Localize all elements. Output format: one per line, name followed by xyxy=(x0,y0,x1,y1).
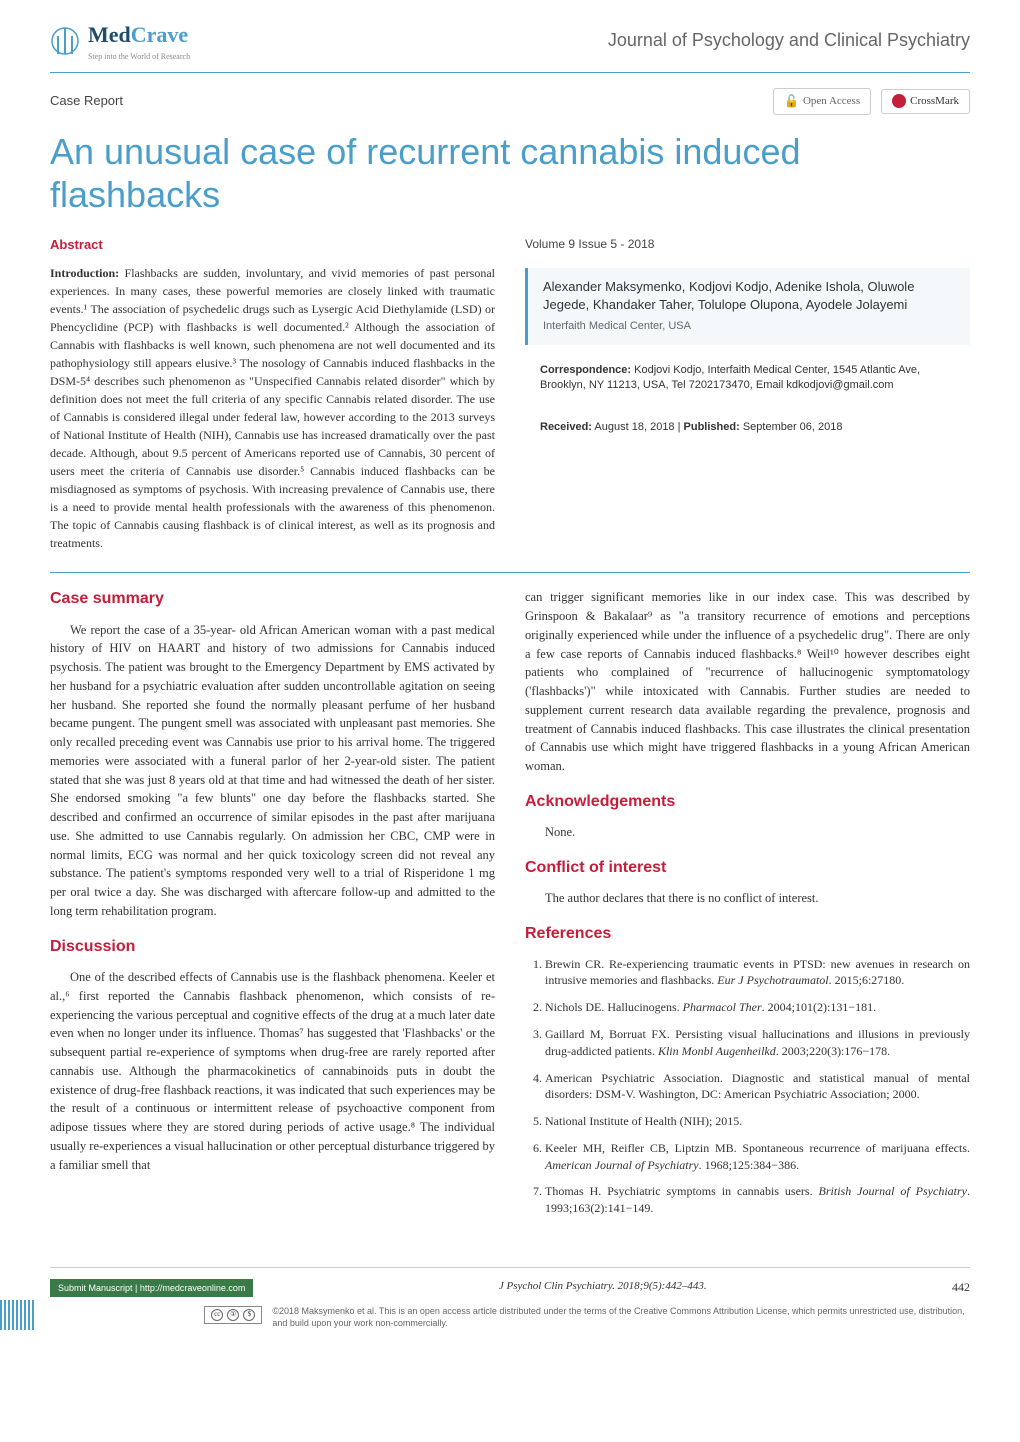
side-stripe-decoration xyxy=(0,1300,35,1330)
article-title: An unusual case of recurrent cannabis in… xyxy=(50,130,970,216)
crossmark-label: CrossMark xyxy=(910,94,959,109)
received-date: August 18, 2018 | xyxy=(592,421,684,433)
by-icon: ① xyxy=(227,1309,239,1321)
badges: 🔓 Open Access CrossMark xyxy=(773,88,970,115)
logo-tagline: Step into the World of Research xyxy=(88,51,190,62)
section-rule xyxy=(50,572,970,573)
submit-label: Submit Manuscript xyxy=(58,1283,133,1293)
info-col: Volume 9 Issue 5 - 2018 Alexander Maksym… xyxy=(525,236,970,552)
footer-left: Submit Manuscript | http://medcraveonlin… xyxy=(50,1278,253,1296)
reference-item: National Institute of Health (NIH); 2015… xyxy=(545,1113,970,1130)
reference-item: American Psychiatric Association. Diagno… xyxy=(545,1070,970,1104)
references-list: Brewin CR. Re-experiencing traumatic eve… xyxy=(525,956,970,1218)
right-col: can trigger significant memories like in… xyxy=(525,588,970,1227)
left-col: Case summary We report the case of a 35-… xyxy=(50,588,495,1227)
submit-url: | http://medcraveonline.com xyxy=(133,1283,246,1293)
received-label: Received: xyxy=(540,421,592,433)
case-summary-text: We report the case of a 35-year- old Afr… xyxy=(50,621,495,921)
logo-text: MedCrave Step into the World of Research xyxy=(88,20,190,62)
crossmark-icon xyxy=(892,94,906,108)
abstract-body: Flashbacks are sudden, involuntary, and … xyxy=(50,266,495,550)
header: MedCrave Step into the World of Research… xyxy=(50,20,970,62)
submit-badge[interactable]: Submit Manuscript | http://medcraveonlin… xyxy=(50,1279,253,1297)
reference-item: Brewin CR. Re-experiencing traumatic eve… xyxy=(545,956,970,990)
open-access-badge: 🔓 Open Access xyxy=(773,88,871,115)
open-access-label: Open Access xyxy=(803,94,860,109)
crossmark-badge[interactable]: CrossMark xyxy=(881,89,970,114)
abstract-text: Introduction: Flashbacks are sudden, inv… xyxy=(50,264,495,552)
citation: J Psychol Clin Psychiatry. 2018;9(5):442… xyxy=(499,1279,707,1294)
reference-item: Gaillard M, Borruat FX. Persisting visua… xyxy=(545,1026,970,1060)
nc-icon: $ xyxy=(243,1309,255,1321)
discussion-heading: Discussion xyxy=(50,936,495,958)
correspondence-box: Correspondence: Kodjovi Kodjo, Interfait… xyxy=(525,355,970,402)
logo-main: MedCrave xyxy=(88,20,190,51)
logo: MedCrave Step into the World of Research xyxy=(50,20,190,62)
references-heading: References xyxy=(525,923,970,945)
cc-badge: cc ① $ xyxy=(204,1306,262,1324)
page-num: 442 xyxy=(952,1279,970,1296)
reference-item: Keeler MH, Reifler CB, Liptzin MB. Spont… xyxy=(545,1140,970,1174)
ack-text: None. xyxy=(525,823,970,842)
conflict-heading: Conflict of interest xyxy=(525,857,970,879)
author-box: Alexander Maksymenko, Kodjovi Kodjo, Ade… xyxy=(525,268,970,345)
conflict-text: The author declares that there is no con… xyxy=(525,889,970,908)
page-container: MedCrave Step into the World of Research… xyxy=(0,0,1020,1360)
volume-info: Volume 9 Issue 5 - 2018 xyxy=(525,236,970,253)
reference-item: Thomas H. Psychiatric symptoms in cannab… xyxy=(545,1183,970,1217)
lock-icon: 🔓 xyxy=(784,93,799,110)
abstract-row: Abstract Introduction: Flashbacks are su… xyxy=(50,236,970,552)
published-label: Published: xyxy=(684,421,740,433)
logo-icon xyxy=(50,26,80,56)
header-rule xyxy=(50,72,970,73)
license-text: ©2018 Maksymenko et al. This is an open … xyxy=(272,1306,970,1329)
logo-crave: Crave xyxy=(131,22,188,47)
reference-item: Nichols DE. Hallucinogens. Pharmacol The… xyxy=(545,999,970,1016)
published-date: September 06, 2018 xyxy=(740,421,843,433)
article-type: Case Report xyxy=(50,92,123,110)
dates-box: Received: August 18, 2018 | Published: S… xyxy=(525,412,970,443)
ack-heading: Acknowledgements xyxy=(525,791,970,813)
body-row: Case summary We report the case of a 35-… xyxy=(50,588,970,1227)
case-summary-heading: Case summary xyxy=(50,588,495,610)
logo-med: Med xyxy=(88,22,131,47)
footer: Submit Manuscript | http://medcraveonlin… xyxy=(50,1267,970,1296)
discussion-text-right: can trigger significant memories like in… xyxy=(525,588,970,776)
license-row: cc ① $ ©2018 Maksymenko et al. This is a… xyxy=(50,1306,970,1329)
journal-name: Journal of Psychology and Clinical Psych… xyxy=(608,28,970,53)
intro-label: Introduction: xyxy=(50,266,119,280)
authors: Alexander Maksymenko, Kodjovi Kodjo, Ade… xyxy=(543,278,955,314)
abstract-col: Abstract Introduction: Flashbacks are su… xyxy=(50,236,495,552)
correspondence-label: Correspondence: xyxy=(540,364,631,376)
meta-row: Case Report 🔓 Open Access CrossMark xyxy=(50,88,970,115)
cc-icon: cc xyxy=(211,1309,223,1321)
discussion-text-left: One of the described effects of Cannabis… xyxy=(50,968,495,1174)
abstract-heading: Abstract xyxy=(50,236,495,254)
affiliation: Interfaith Medical Center, USA xyxy=(543,319,955,334)
